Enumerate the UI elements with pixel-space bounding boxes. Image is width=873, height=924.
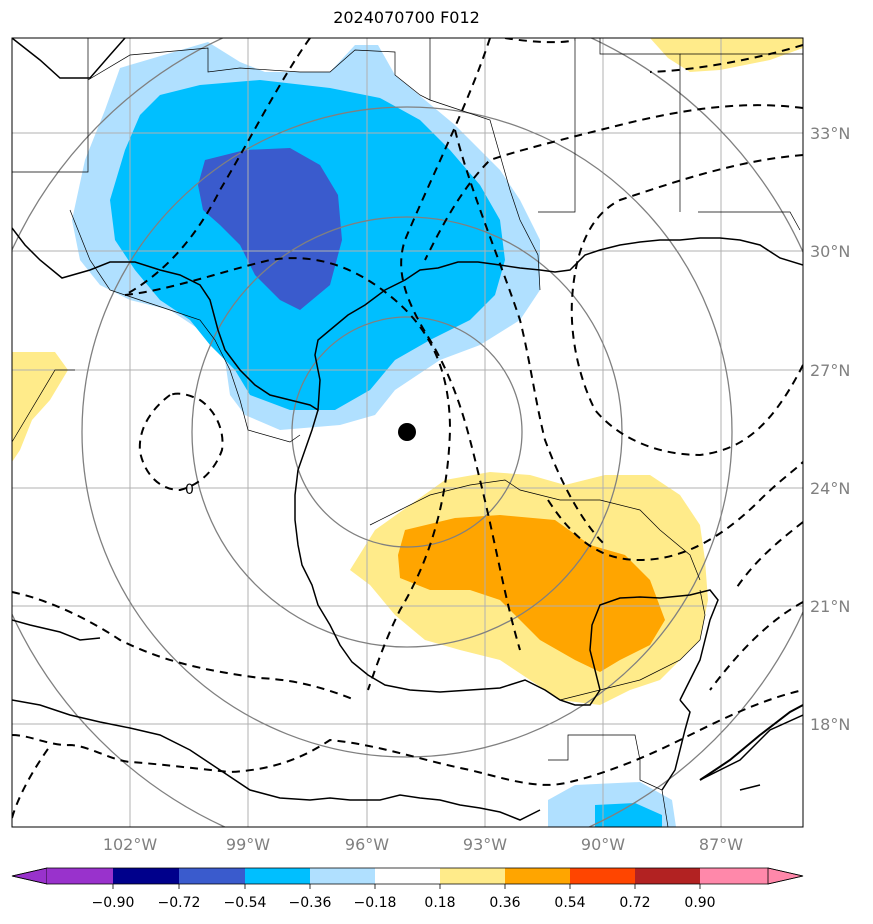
lon-label: 87°W [699, 835, 743, 854]
longitude-labels: 102°W 99°W 96°W 93°W 90°W 87°W [103, 835, 743, 854]
graticule [12, 38, 803, 827]
colorbar-tick-label: 0.36 [489, 895, 520, 911]
lat-label: 24°N [810, 479, 850, 498]
colorbar-segment [700, 868, 768, 884]
lon-label: 102°W [103, 835, 158, 854]
map-frame [11, 37, 804, 828]
map-panel: 0 [11, 37, 804, 828]
colorbar-segment [179, 868, 245, 884]
colorbar-max-extend [767, 867, 804, 885]
anomaly-south-sky-blue-region [595, 803, 662, 827]
contour-label: 0 [185, 482, 194, 498]
colorbar: −0.90 −0.72 −0.54 −0.36 −0.18 0.18 0.36 … [11, 867, 804, 911]
colorbar-outline [11, 867, 804, 885]
colorbar-segment [505, 868, 570, 884]
colorbar-tick-label: 0.54 [554, 895, 585, 911]
colorbar-segment [375, 868, 440, 884]
state-borders [12, 38, 803, 827]
colorbar-segment [310, 868, 375, 884]
anomaly-west-yellow-region [12, 352, 68, 462]
colorbar-tick-label: −0.72 [158, 895, 201, 911]
colorbar-segment [47, 868, 113, 884]
lat-label: 27°N [810, 361, 850, 380]
lat-label: 21°N [810, 597, 850, 616]
colorbar-segment [245, 868, 310, 884]
colorbar-tick-label: −0.18 [354, 895, 397, 911]
lat-label: 30°N [810, 242, 850, 261]
colorbar-tick-label: 0.72 [619, 895, 650, 911]
range-rings [12, 38, 803, 827]
colorbar-tick-label: −0.90 [92, 895, 135, 911]
storm-center-marker [398, 423, 416, 441]
lon-label: 96°W [345, 835, 389, 854]
colorbar-min-extend [11, 867, 48, 885]
colorbar-segment [635, 868, 700, 884]
colorbar-tick-label: 0.18 [424, 895, 455, 911]
colorbar-segment [113, 868, 179, 884]
colorbar-segment [440, 868, 505, 884]
anomaly-north-yellow-region [650, 38, 803, 72]
lat-label: 33°N [810, 124, 850, 143]
map-title: 2024070700 F012 [333, 8, 480, 27]
lat-label: 18°N [810, 715, 850, 734]
lon-label: 90°W [581, 835, 625, 854]
latitude-labels: 33°N 30°N 27°N 24°N 21°N 18°N [810, 124, 850, 734]
dashed-contours [12, 38, 803, 819]
colorbar-tick-label: −0.36 [289, 895, 332, 911]
anomaly-royal-blue-region [198, 148, 342, 310]
coastlines [12, 38, 803, 821]
thick-border [699, 704, 803, 781]
colorbar-tick-label: −0.54 [224, 895, 267, 911]
anomaly-orange-region [398, 515, 665, 672]
colorbar-segment [570, 868, 635, 884]
colorbar-tick-label: 0.90 [684, 895, 715, 911]
lon-label: 99°W [226, 835, 270, 854]
lon-label: 93°W [463, 835, 507, 854]
